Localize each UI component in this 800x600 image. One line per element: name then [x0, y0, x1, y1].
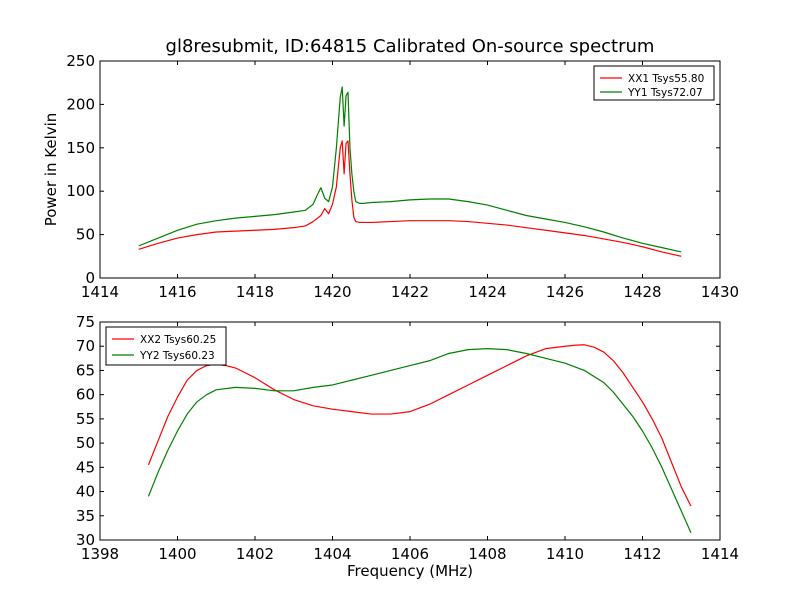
x-tick-label: 1416: [158, 283, 196, 301]
y-tick-label: 30: [76, 531, 95, 549]
x-tick-label: 1406: [391, 545, 429, 563]
y-tick-label: 45: [76, 458, 95, 476]
x-tick-label: 1400: [158, 545, 196, 563]
y-tick-label: 200: [66, 95, 95, 113]
legend: XX1 Tsys55.80 YY1 Tsys72.07: [593, 65, 715, 101]
legend-box: [105, 326, 227, 366]
x-tick-label: 1410: [546, 545, 584, 563]
x-tick-label: 1430: [701, 283, 739, 301]
legend-label: YY1 Tsys72.07: [627, 87, 703, 99]
x-tick-label: 1414: [701, 545, 739, 563]
y-tick-label: 65: [76, 361, 95, 379]
series-line-xx1: [138, 140, 682, 257]
x-tick-label: 1398: [81, 545, 119, 563]
legend-label: YY2 Tsys60.23: [139, 350, 215, 362]
x-tick-label: 1422: [391, 283, 429, 301]
x-tick-label: 1402: [236, 545, 274, 563]
y-tick-label: 55: [76, 410, 95, 428]
y-tick-label: 50: [76, 434, 95, 452]
figure-title: gl8resubmit, ID:64815 Calibrated On-sour…: [166, 36, 655, 57]
x-tick-label: 1428: [623, 283, 661, 301]
x-tick-label: 1424: [468, 283, 506, 301]
x-tick-label: 1412: [623, 545, 661, 563]
x-tick-label: 1408: [468, 545, 506, 563]
top-spectrum-chart: 1414 1416 1418 1420 1422 1424 1426 1428 1430 0 50 1…: [42, 52, 739, 301]
bottom-spectrum-chart: 1398 1400 1402 1404 1406 1408 1410 1412 1414 30 35…: [76, 313, 739, 580]
y-tick-label: 0: [85, 269, 95, 287]
y-tick-label: 75: [76, 313, 95, 331]
x-tick-label: 1420: [313, 283, 351, 301]
y-axis-label: Power in Kelvin: [42, 113, 60, 227]
y-tick-label: 70: [76, 337, 95, 355]
x-tick-label: 1426: [546, 283, 584, 301]
legend: XX2 Tsys60.25 YY2 Tsys60.23: [105, 326, 227, 366]
y-tick-label: 250: [66, 52, 95, 70]
y-tick-label: 50: [76, 226, 95, 244]
y-tick-label: 60: [76, 386, 95, 404]
x-tick-label: 1404: [313, 545, 351, 563]
x-tick-label: 1418: [236, 283, 274, 301]
legend-label: XX2 Tsys60.25: [140, 334, 216, 346]
y-tick-label: 35: [76, 507, 95, 525]
x-axis-label: Frequency (MHz): [347, 562, 473, 580]
series-line-yy1: [138, 86, 682, 253]
legend-box: [593, 65, 715, 101]
legend-label: XX1 Tsys55.80: [628, 73, 704, 85]
x-tick-label: 1414: [81, 283, 119, 301]
y-tick-label: 100: [66, 182, 95, 200]
y-tick-label: 40: [76, 483, 95, 501]
series-line-yy2: [147, 348, 692, 533]
y-tick-label: 150: [66, 139, 95, 157]
